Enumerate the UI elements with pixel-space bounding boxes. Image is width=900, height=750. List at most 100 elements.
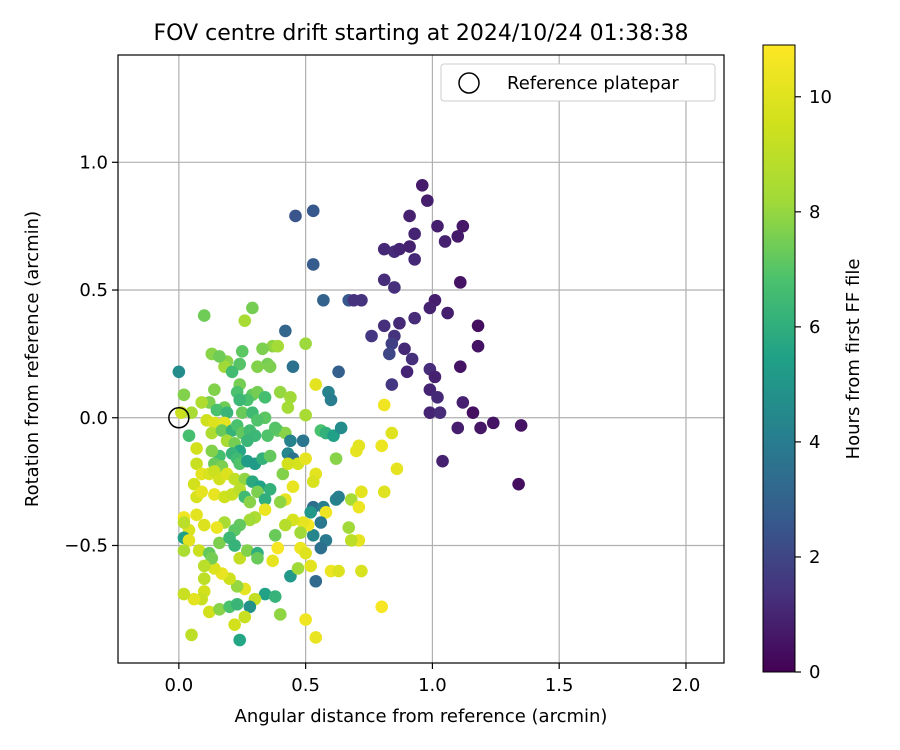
data-point	[233, 633, 247, 647]
data-point	[197, 572, 211, 585]
data-point	[329, 452, 343, 465]
y-axis-label: Rotation from reference (arcmin)	[22, 211, 43, 507]
data-point	[456, 219, 470, 233]
plot-frame	[117, 54, 725, 664]
data-point	[289, 209, 302, 223]
data-point	[251, 360, 264, 373]
data-point	[205, 551, 219, 565]
x-tick-label: 1.0	[418, 675, 447, 696]
data-point	[309, 574, 323, 588]
data-point	[225, 365, 239, 379]
data-point	[299, 546, 312, 560]
data-point	[238, 610, 252, 624]
data-point	[177, 587, 191, 601]
data-point	[230, 580, 244, 593]
data-point	[258, 391, 272, 404]
legend-box	[440, 63, 716, 102]
data-point	[423, 301, 437, 315]
data-point	[377, 485, 391, 499]
data-point	[210, 403, 224, 417]
data-point	[423, 406, 437, 419]
data-point	[393, 242, 406, 256]
data-point	[355, 564, 368, 578]
data-point	[451, 230, 465, 243]
reference-platepar-marker	[168, 407, 190, 429]
data-point	[400, 365, 414, 379]
data-point	[197, 559, 211, 573]
data-point	[182, 429, 196, 442]
colorbar-tick-label: 10	[809, 87, 832, 108]
data-point	[347, 293, 361, 307]
data-point	[390, 462, 404, 476]
data-point	[466, 406, 480, 419]
data-point	[451, 421, 465, 435]
data-point	[377, 242, 391, 256]
data-point	[299, 613, 312, 626]
x-tick-label: 1.5	[545, 675, 574, 696]
data-point	[436, 454, 449, 468]
data-point	[243, 513, 257, 527]
data-point	[332, 490, 345, 504]
y-tick-label: −0.5	[64, 535, 108, 556]
data-point	[215, 424, 229, 437]
colorbar-tick-label: 4	[809, 432, 820, 453]
data-point	[385, 337, 399, 350]
y-tick-label: 0.5	[79, 280, 108, 301]
data-point	[213, 350, 226, 363]
data-point	[208, 416, 221, 430]
data-point	[271, 541, 285, 555]
data-point	[208, 383, 221, 396]
data-point	[266, 554, 279, 568]
data-point	[208, 488, 221, 501]
data-point	[327, 429, 340, 442]
data-point	[263, 449, 277, 463]
data-point	[306, 528, 320, 542]
data-point	[304, 559, 318, 573]
data-point	[317, 293, 330, 307]
data-point	[279, 518, 292, 532]
data-point	[273, 495, 287, 509]
data-point	[241, 434, 254, 448]
data-point	[408, 227, 421, 241]
data-point	[268, 590, 282, 603]
data-point	[471, 319, 485, 333]
data-point	[238, 314, 252, 327]
colorbar-tick-label: 6	[809, 317, 820, 338]
data-point	[276, 467, 290, 481]
data-point	[324, 393, 338, 407]
y-tick-label: 1.0	[79, 152, 108, 173]
data-point	[230, 597, 244, 611]
colorbar	[762, 44, 796, 673]
data-point	[365, 329, 378, 343]
data-point	[228, 618, 241, 631]
data-point	[190, 508, 203, 522]
data-point	[375, 439, 388, 453]
data-point	[385, 426, 399, 440]
data-point	[251, 485, 264, 499]
data-point	[281, 401, 295, 414]
data-point	[423, 383, 437, 396]
data-point	[205, 444, 219, 458]
data-point	[235, 345, 249, 358]
data-point	[213, 603, 226, 616]
data-point	[279, 324, 292, 338]
x-axis-ticks: 0.0 0.5 1.0 1.5 2.0	[165, 663, 700, 696]
data-point	[195, 396, 208, 409]
data-point	[377, 398, 391, 412]
data-point	[431, 391, 444, 404]
data-point	[228, 472, 241, 486]
data-point	[195, 485, 208, 499]
data-point	[486, 416, 500, 430]
data-point	[433, 406, 447, 419]
data-point	[474, 421, 487, 435]
data-point	[177, 516, 191, 529]
data-point	[309, 378, 323, 391]
data-point	[403, 240, 416, 253]
data-point	[241, 544, 254, 557]
y-tick-label: 0.0	[79, 408, 108, 429]
data-point	[284, 391, 297, 404]
x-tick-label: 0.0	[165, 675, 194, 696]
data-point	[299, 408, 312, 422]
data-point	[319, 505, 333, 519]
x-axis-label: Angular distance from reference (arcmin)	[235, 706, 608, 727]
